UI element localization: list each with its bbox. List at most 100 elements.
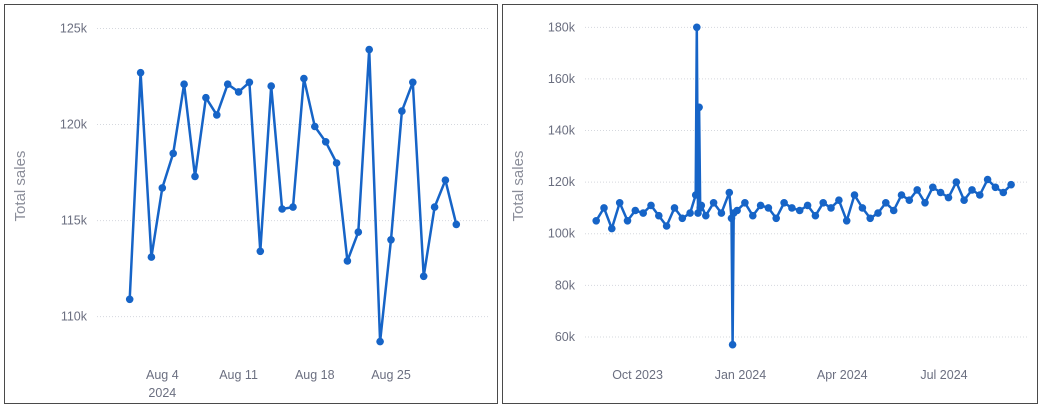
data-point bbox=[169, 149, 177, 158]
data-point bbox=[991, 183, 1000, 192]
data-point bbox=[819, 199, 827, 207]
x-tick-label: Jan 2024 bbox=[715, 368, 766, 382]
data-point bbox=[803, 201, 812, 210]
data-point bbox=[749, 211, 757, 220]
data-point bbox=[842, 217, 851, 225]
series-line bbox=[595, 26, 1012, 346]
data-point bbox=[343, 257, 352, 265]
data-point bbox=[409, 78, 417, 87]
data-point bbox=[430, 203, 439, 211]
data-point bbox=[913, 186, 921, 194]
data-point bbox=[686, 209, 694, 217]
data-point bbox=[921, 199, 929, 207]
data-point bbox=[398, 107, 406, 115]
data-point bbox=[866, 214, 874, 223]
x-tick-label: Aug 18 bbox=[295, 368, 335, 382]
y-tick-label: 140k bbox=[548, 124, 576, 138]
y-tick-label: 100k bbox=[548, 227, 576, 241]
data-point bbox=[191, 172, 199, 181]
data-point bbox=[695, 103, 703, 112]
x-tick-label: Jul 2024 bbox=[920, 368, 967, 382]
y-axis-title: Total sales bbox=[510, 151, 527, 222]
y-tick-label: 120k bbox=[548, 175, 576, 189]
chart-panel-right: 60k 80k 100k 120k 140k 160k 180k Oct 2023 Jan 20… bbox=[502, 4, 1038, 404]
data-point bbox=[639, 209, 647, 217]
data-point bbox=[441, 176, 450, 184]
data-point bbox=[728, 340, 737, 349]
data-point bbox=[213, 111, 221, 119]
y-axis-title: Total sales bbox=[12, 151, 29, 222]
data-point bbox=[952, 178, 961, 186]
data-point bbox=[234, 88, 243, 96]
data-point bbox=[697, 201, 706, 210]
data-point bbox=[764, 204, 773, 212]
data-point bbox=[365, 45, 374, 54]
data-point bbox=[147, 253, 156, 261]
data-point bbox=[811, 211, 820, 220]
x-tick-label: Aug 11 bbox=[219, 368, 258, 382]
data-point bbox=[999, 188, 1008, 197]
data-point bbox=[929, 183, 937, 192]
y-tick-label: 110k bbox=[61, 310, 88, 324]
data-point bbox=[889, 206, 898, 215]
data-point bbox=[256, 247, 265, 256]
data-point bbox=[756, 201, 765, 210]
x-tick-label: Aug 25 bbox=[371, 368, 411, 382]
x-tick-label: Apr 2024 bbox=[817, 368, 868, 382]
data-point bbox=[827, 204, 835, 212]
data-point bbox=[332, 159, 341, 167]
data-point bbox=[202, 93, 210, 102]
y-tick-label: 160k bbox=[548, 72, 576, 86]
data-point bbox=[691, 191, 700, 199]
data-point bbox=[1007, 180, 1015, 189]
data-point bbox=[376, 337, 384, 346]
data-point bbox=[733, 206, 741, 215]
data-point bbox=[670, 204, 679, 212]
x-tick-sublabel: 2024 bbox=[148, 386, 176, 400]
data-point bbox=[354, 228, 363, 236]
data-point bbox=[717, 209, 726, 217]
data-point bbox=[976, 191, 984, 199]
data-point bbox=[702, 211, 710, 220]
data-point bbox=[278, 205, 286, 213]
data-point bbox=[289, 203, 297, 211]
data-point bbox=[709, 199, 718, 207]
data-point bbox=[850, 191, 859, 199]
data-point bbox=[983, 175, 992, 184]
data-point bbox=[245, 78, 254, 87]
data-point bbox=[125, 295, 134, 304]
y-tick-label: 60k bbox=[555, 330, 576, 344]
series-line bbox=[128, 48, 458, 343]
data-point bbox=[678, 214, 687, 223]
data-point bbox=[136, 68, 145, 77]
chart-panel-left: 110k 115k 120k 125k Aug 4 2024 Aug 11 Aug 18 Aug… bbox=[4, 4, 498, 404]
y-tick-label: 115k bbox=[61, 214, 88, 228]
data-point bbox=[387, 236, 395, 244]
data-point bbox=[223, 80, 232, 88]
data-point bbox=[944, 193, 953, 202]
data-point bbox=[615, 199, 624, 207]
data-point bbox=[655, 211, 663, 220]
data-point bbox=[788, 204, 796, 212]
data-point bbox=[631, 206, 640, 215]
chart-left-svg: 110k 115k 120k 125k Aug 4 2024 Aug 11 Aug 18 Aug… bbox=[12, 22, 489, 400]
y-tick-label: 120k bbox=[60, 118, 88, 132]
data-point bbox=[608, 224, 616, 233]
data-point bbox=[452, 220, 461, 229]
chart-right-svg: 60k 80k 100k 120k 140k 160k 180k Oct 2023 Jan 20… bbox=[510, 20, 1029, 382]
data-point bbox=[936, 188, 945, 197]
y-tick-label: 80k bbox=[555, 278, 576, 292]
data-point bbox=[647, 201, 655, 210]
data-point bbox=[321, 138, 330, 146]
data-point bbox=[882, 199, 890, 207]
data-point bbox=[874, 209, 882, 217]
x-tick-label: Oct 2023 bbox=[612, 368, 663, 382]
data-point bbox=[905, 196, 914, 204]
data-point bbox=[968, 186, 976, 194]
y-tick-label: 180k bbox=[548, 20, 576, 34]
data-point bbox=[795, 206, 804, 215]
data-point bbox=[267, 82, 276, 90]
data-point bbox=[780, 199, 788, 207]
x-tick-label: Aug 4 bbox=[146, 368, 179, 382]
data-point bbox=[158, 184, 167, 192]
